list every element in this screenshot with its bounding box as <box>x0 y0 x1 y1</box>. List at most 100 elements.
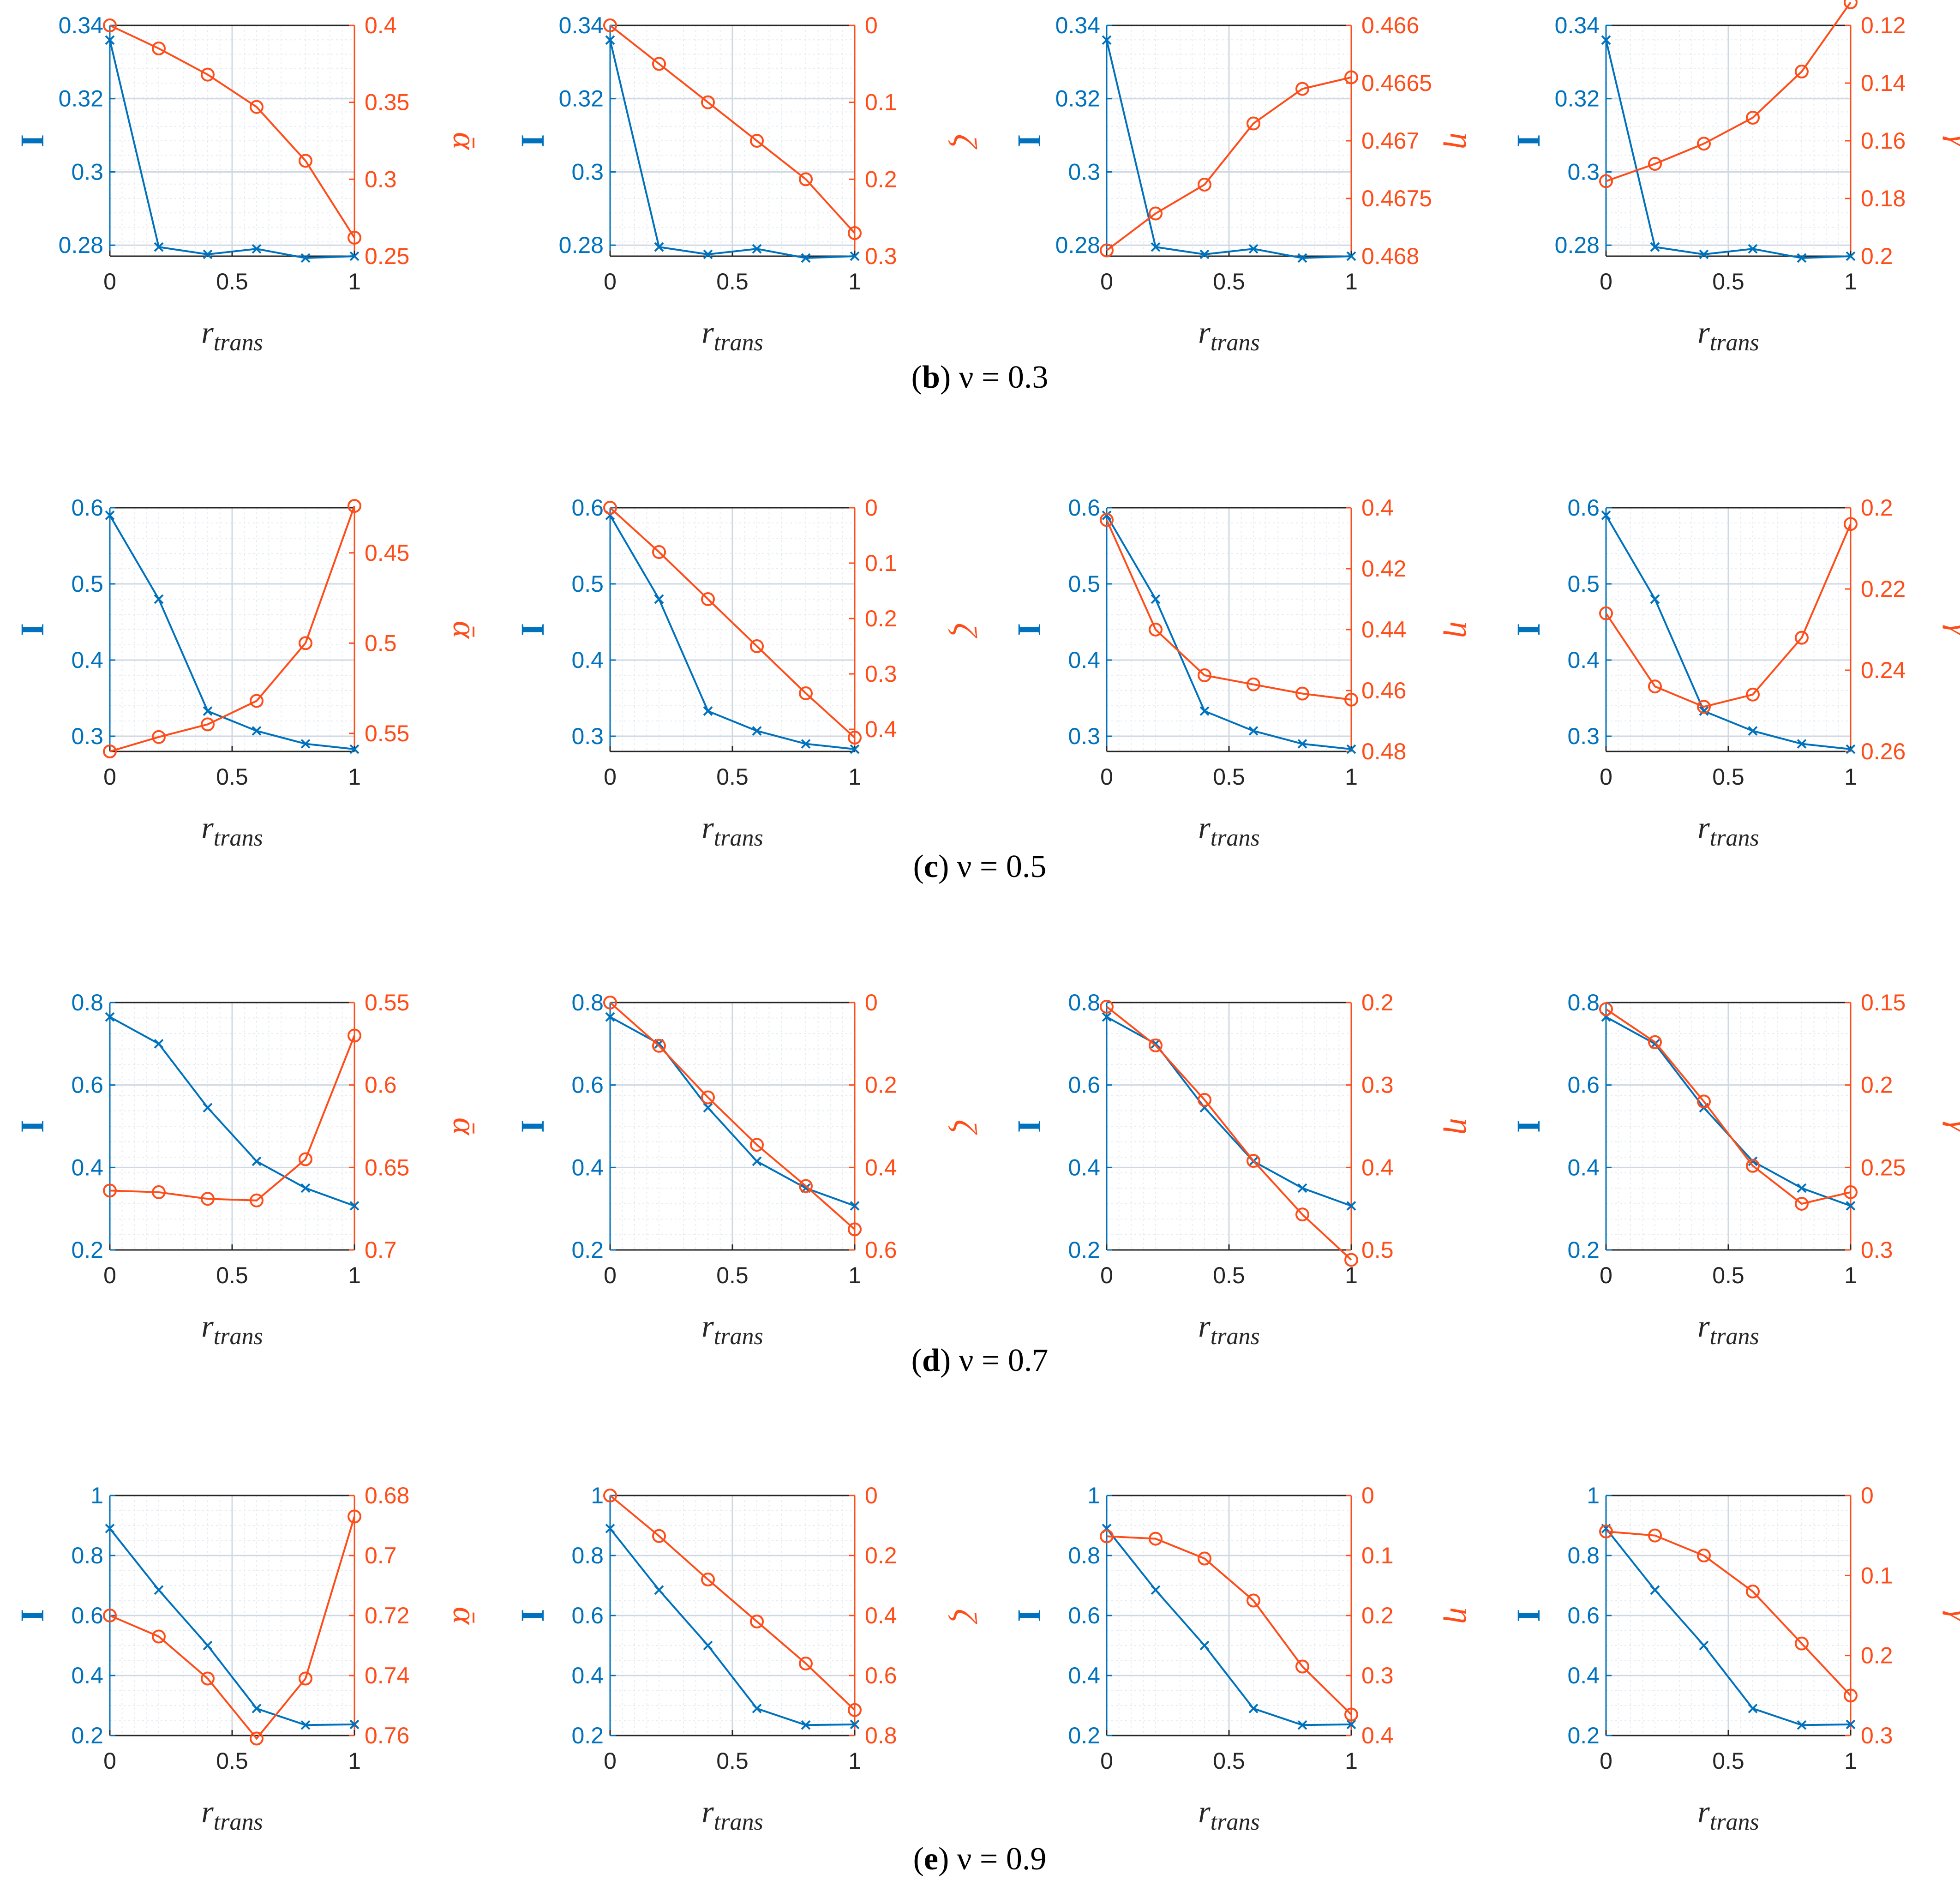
right-tick-label: 0.4 <box>365 12 397 38</box>
left-tick-label: 0.4 <box>1068 1663 1100 1688</box>
circle-marker <box>1198 178 1211 192</box>
left-tick-label: 0.3 <box>571 159 604 185</box>
x-marker <box>1797 1183 1807 1193</box>
left-tick-label: 0.4 <box>71 1154 103 1180</box>
right-tick-label: 0.4 <box>1361 1154 1394 1180</box>
right-tick-label: 0.7 <box>365 1237 397 1263</box>
left-y-axis-label: I <box>514 1120 551 1133</box>
x-tick-label: 1 <box>848 1262 861 1288</box>
right-tick-label: 0.42 <box>1361 556 1406 582</box>
right-tick-label: 0.46 <box>1361 678 1406 703</box>
x-marker-stroke <box>850 1719 860 1730</box>
circle-marker <box>750 639 764 653</box>
x-marker-stroke <box>300 1183 311 1193</box>
series-line-γ <box>1606 1 1852 182</box>
series-line-I <box>109 1528 355 1726</box>
x-marker-stroke <box>105 511 115 520</box>
series-line-η <box>1106 519 1352 701</box>
left-tick-label: 0.5 <box>71 571 103 597</box>
circle-marker <box>152 730 166 744</box>
circle-marker <box>1344 692 1358 707</box>
x-marker-stroke <box>850 744 860 754</box>
panel-c-4: 0 0.5 1 rtrans 0.6 0.5 0.4 0.3 I 0.2 0.22 0.24 0.26 γ <box>1510 495 1960 851</box>
x-marker-stroke <box>349 744 360 754</box>
x-marker <box>654 1585 664 1595</box>
circle-marker <box>799 1657 813 1670</box>
left-tick-label: 0.2 <box>1567 1723 1600 1748</box>
series-line-I <box>109 40 355 259</box>
circle-marker <box>848 226 862 240</box>
x-marker-stroke <box>252 1704 262 1713</box>
x-marker-stroke <box>1248 726 1259 736</box>
circle-marker <box>201 67 215 82</box>
x-marker <box>252 726 262 736</box>
x-marker <box>1248 244 1259 254</box>
x-tick-label: 0.5 <box>716 269 749 294</box>
series-line-I <box>1605 40 1851 259</box>
circle-marker <box>1648 1528 1662 1543</box>
right-tick-label: 0 <box>865 12 878 38</box>
circle-marker <box>652 545 666 559</box>
left-tick-label: 0.2 <box>1567 1237 1600 1263</box>
x-marker <box>850 1719 860 1730</box>
caption-c: (c) ν = 0.5 <box>913 849 1047 884</box>
circle-marker <box>152 1185 166 1199</box>
x-marker <box>1102 511 1112 520</box>
right-tick-label: 0.5 <box>365 630 397 656</box>
x-marker-stroke <box>703 1640 713 1651</box>
x-marker <box>1151 1585 1161 1595</box>
right-tick-label: 0.2 <box>865 166 897 192</box>
right-tick-label: 0.2 <box>1861 1643 1893 1669</box>
x-axis-label: rtrans <box>1198 1794 1259 1835</box>
circle-marker <box>152 42 166 55</box>
x-axis-label: rtrans <box>201 1309 263 1350</box>
x-marker-stroke <box>1699 706 1709 716</box>
right-y-axis-label: ᾱ <box>446 1607 483 1625</box>
circle-marker <box>1198 668 1211 682</box>
circle-marker <box>1746 111 1760 125</box>
panel-b-1: 0 0.5 1 rtrans 0.34 0.32 0.3 0.28 I 0.25 0.3 0.35 0.… <box>14 12 483 356</box>
circle-marker <box>652 1529 666 1543</box>
x-marker-stroke <box>1601 511 1611 520</box>
circle-marker <box>1697 137 1711 151</box>
left-tick-label: 0.4 <box>71 1663 103 1688</box>
x-marker <box>801 1720 811 1730</box>
right-tick-label: 0.3 <box>865 243 897 269</box>
x-tick-label: 0.5 <box>716 1748 749 1774</box>
right-tick-label: 0 <box>865 990 878 1015</box>
panel-e-4: 0 0.5 1 rtrans 1 0.8 0.6 0.4 0.2 I 0 0.1 0.2 0.3 γ <box>1510 1483 1960 1835</box>
x-marker <box>1151 242 1161 252</box>
right-tick-label: 0.2 <box>865 606 897 631</box>
circle-marker <box>1697 700 1711 714</box>
x-marker <box>349 744 360 754</box>
right-tick-label: 0.74 <box>365 1663 409 1688</box>
right-y-axis-label: η <box>1443 1607 1480 1624</box>
right-y-axis-label: γ <box>1942 623 1960 637</box>
left-tick-label: 0.28 <box>1055 232 1100 258</box>
circle-marker <box>701 1573 715 1586</box>
x-marker <box>1846 1201 1856 1211</box>
circle-marker <box>1599 1525 1613 1538</box>
x-marker-stroke <box>154 1039 164 1049</box>
circle-marker <box>299 1671 312 1686</box>
x-tick-label: 0 <box>604 269 617 294</box>
x-marker-stroke <box>203 249 213 259</box>
right-tick-label: 0.2 <box>1361 990 1394 1015</box>
right-y-axis-label: ζ <box>947 623 983 638</box>
right-tick-label: 0.2 <box>865 1072 897 1098</box>
left-tick-label: 0.2 <box>1068 1723 1100 1748</box>
right-tick-label: 0.2 <box>1861 243 1893 269</box>
left-tick-label: 0.4 <box>1567 1154 1600 1180</box>
x-marker-stroke <box>801 253 811 263</box>
series-line-η <box>1106 1535 1352 1715</box>
x-marker-stroke <box>1846 1719 1856 1730</box>
circle-marker <box>348 499 361 513</box>
x-axis-label: rtrans <box>1697 1309 1759 1350</box>
x-axis-label: rtrans <box>201 810 263 851</box>
x-marker <box>1102 35 1112 45</box>
left-tick-label: 0.28 <box>59 232 103 258</box>
x-tick-label: 0.5 <box>716 1262 749 1288</box>
right-tick-label: 0.2 <box>1861 495 1893 521</box>
x-marker-stroke <box>300 253 311 263</box>
